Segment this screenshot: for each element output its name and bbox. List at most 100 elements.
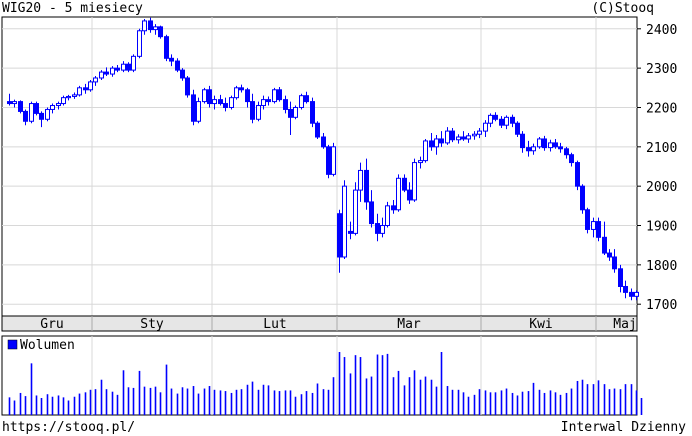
candle-body-up — [110, 67, 115, 75]
candle-body-up — [131, 55, 136, 71]
volume-bars-group — [8, 352, 643, 415]
candle-body-up — [331, 146, 336, 175]
candle-body-up — [212, 99, 217, 105]
candle-body-up — [548, 142, 553, 149]
candle-body-down — [207, 89, 212, 105]
y-tick-label: 1900 — [646, 220, 677, 235]
candle-body-up — [229, 97, 234, 108]
x-tick-label: Maj — [613, 317, 636, 332]
candle-body-down — [499, 118, 504, 126]
candle-body-up — [29, 103, 34, 122]
candle-body-up — [234, 87, 239, 99]
candle-body-down — [245, 89, 250, 103]
candle-body-down — [602, 236, 607, 254]
candle-body-down — [564, 148, 569, 156]
candle-body-up — [66, 95, 71, 99]
candle-body-down — [580, 185, 585, 211]
y-tick-label: 2000 — [646, 180, 677, 195]
candle-body-down — [461, 136, 466, 140]
candle-body-up — [423, 140, 428, 162]
candle-body-up — [380, 225, 385, 234]
candle-body-down — [23, 110, 28, 122]
candle-body-down — [348, 230, 353, 234]
candle-body-down — [315, 122, 320, 138]
candle-body-up — [434, 138, 439, 148]
candle-body-up — [61, 97, 66, 105]
candles-group — [7, 17, 639, 301]
candle-body-down — [7, 101, 12, 105]
candle-body-up — [456, 136, 461, 141]
candle-body-down — [569, 154, 574, 164]
candle-body-up — [261, 99, 266, 107]
candle-body-down — [266, 99, 271, 103]
x-tick-label: Gru — [40, 317, 63, 332]
candle-body-down — [321, 136, 326, 148]
candle-body-up — [137, 30, 142, 57]
candle-body-up — [396, 177, 401, 211]
candle-body-down — [596, 221, 601, 238]
candle-body-up — [591, 221, 596, 230]
candle-body-up — [299, 95, 304, 108]
candle-body-down — [218, 99, 223, 105]
footer-interval: Interwal Dzienny — [560, 420, 686, 435]
candle-body-up — [342, 185, 347, 258]
candle-body-up — [358, 169, 363, 191]
candle-body-down — [526, 147, 531, 152]
candle-body-up — [121, 63, 126, 71]
candle-body-down — [239, 87, 244, 91]
candle-body-down — [402, 177, 407, 191]
candle-body-down — [158, 26, 163, 38]
credit-label: (C)Stooq — [591, 1, 654, 16]
candle-body-down — [391, 205, 396, 211]
candle-body-down — [585, 209, 590, 230]
candle-body-down — [493, 114, 498, 120]
candle-body-down — [510, 116, 515, 124]
candle-body-down — [369, 201, 374, 225]
candle-body-down — [612, 256, 617, 270]
candle-body-up — [634, 291, 639, 297]
y-tick-label: 2100 — [646, 141, 677, 156]
candle-body-down — [304, 95, 309, 103]
footer-url[interactable]: https://stooq.pl/ — [2, 420, 136, 435]
candle-body-down — [439, 138, 444, 144]
candle-body-down — [39, 112, 44, 120]
candle-body-up — [153, 26, 158, 31]
candle-body-up — [483, 122, 488, 132]
candle-body-down — [450, 130, 455, 141]
candle-body-down — [407, 189, 412, 201]
y-tick-label: 1800 — [646, 259, 677, 274]
candle-body-up — [418, 160, 423, 164]
candle-body-up — [56, 103, 61, 107]
candle-body-up — [353, 189, 358, 234]
candle-body-down — [277, 89, 282, 101]
candle-body-down — [18, 101, 23, 112]
candle-body-down — [520, 133, 525, 149]
candle-body-up — [50, 105, 55, 110]
candle-body-down — [364, 169, 369, 203]
candle-body-down — [542, 138, 547, 149]
candle-body-down — [164, 36, 169, 59]
candle-body-up — [99, 71, 104, 79]
candle-body-up — [472, 133, 477, 137]
candle-body-down — [629, 291, 634, 297]
candle-body-up — [504, 116, 509, 126]
volume-legend-swatch — [7, 339, 18, 350]
price-panel — [1, 16, 638, 317]
candle-body-up — [293, 106, 298, 118]
candle-body-up — [12, 101, 17, 105]
candle-body-down — [169, 57, 174, 62]
candle-body-down — [34, 103, 39, 114]
candle-body-down — [429, 140, 434, 148]
y-tick-label: 2200 — [646, 101, 677, 116]
chart-title: WIG20 - 5 miesiecy — [2, 1, 143, 16]
candle-body-down — [175, 60, 180, 71]
candle-body-up — [45, 108, 50, 120]
candle-body-up — [72, 94, 77, 97]
y-tick-label: 2300 — [646, 62, 677, 77]
candle-body-down — [558, 146, 563, 150]
candle-body-down — [575, 162, 580, 187]
candle-body-down — [83, 87, 88, 91]
candle-body-up — [196, 101, 201, 122]
candle-body-down — [553, 142, 558, 148]
